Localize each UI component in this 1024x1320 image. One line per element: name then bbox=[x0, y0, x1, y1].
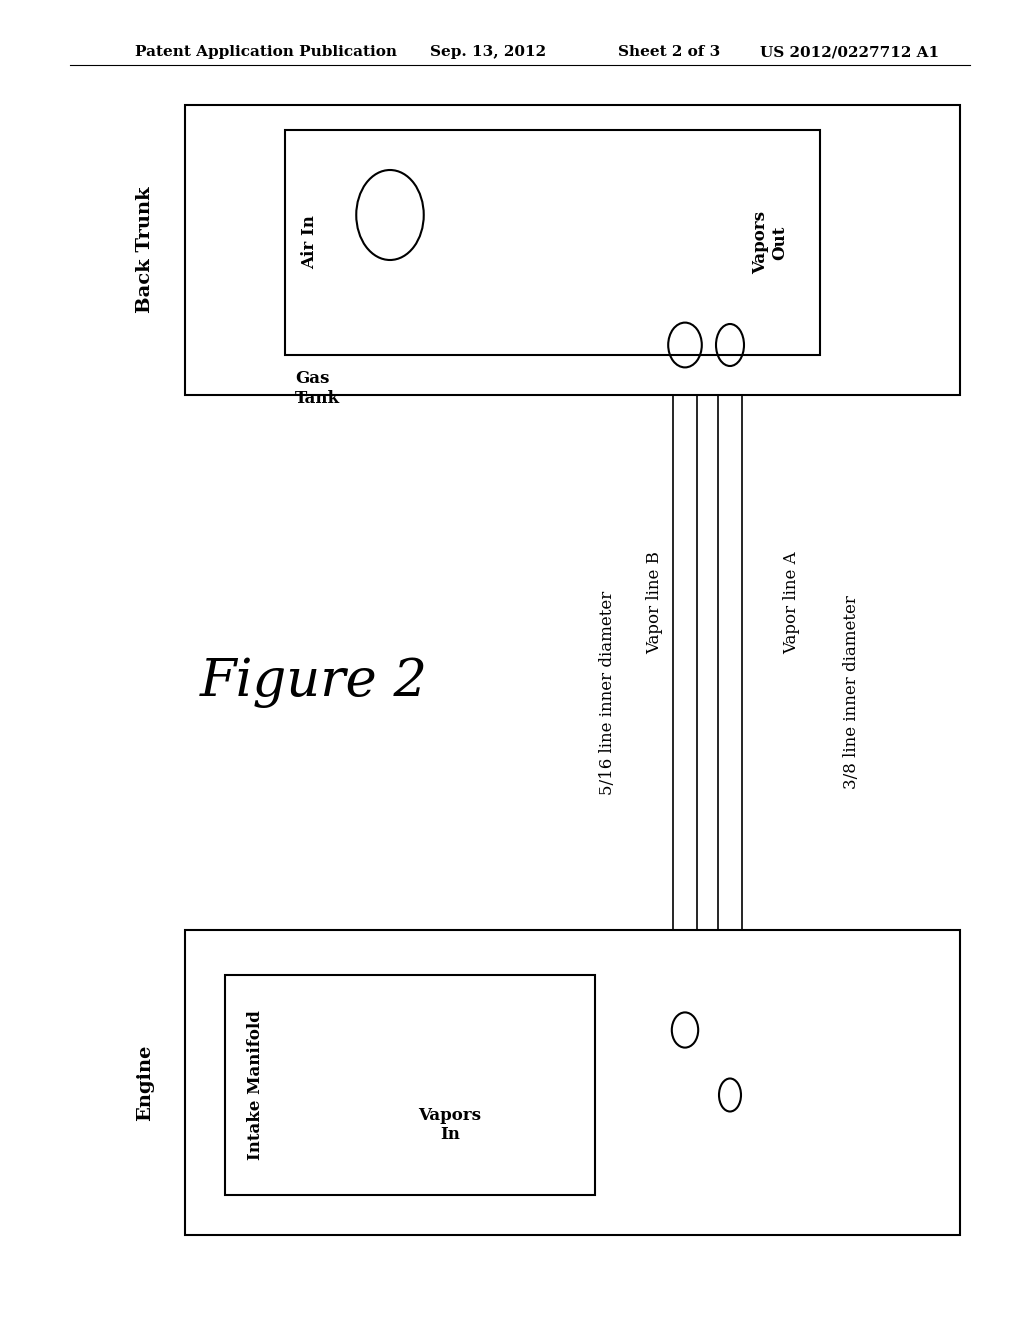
Text: Vapors
Out: Vapors Out bbox=[752, 211, 788, 275]
Text: Vapor line A: Vapor line A bbox=[783, 552, 801, 653]
Text: Back Trunk: Back Trunk bbox=[136, 186, 154, 313]
Text: Intake Manifold: Intake Manifold bbox=[247, 1010, 263, 1160]
Text: Sheet 2 of 3: Sheet 2 of 3 bbox=[618, 45, 720, 59]
Text: Air In: Air In bbox=[301, 215, 318, 269]
Text: Vapors
In: Vapors In bbox=[419, 1106, 481, 1143]
Text: Vapor line B: Vapor line B bbox=[646, 550, 664, 653]
Bar bbox=[185, 931, 961, 1236]
Text: Figure 2: Figure 2 bbox=[200, 657, 428, 708]
Text: Engine: Engine bbox=[136, 1044, 154, 1121]
Bar bbox=[225, 975, 595, 1195]
Text: US 2012/0227712 A1: US 2012/0227712 A1 bbox=[760, 45, 939, 59]
Text: Gas
Tank: Gas Tank bbox=[295, 370, 340, 407]
Text: Sep. 13, 2012: Sep. 13, 2012 bbox=[430, 45, 546, 59]
Text: 3/8 line inner diameter: 3/8 line inner diameter bbox=[844, 595, 860, 789]
Text: Patent Application Publication: Patent Application Publication bbox=[135, 45, 397, 59]
Text: 5/16 line inner diameter: 5/16 line inner diameter bbox=[599, 590, 616, 795]
Bar bbox=[185, 106, 961, 395]
Bar bbox=[285, 129, 820, 355]
